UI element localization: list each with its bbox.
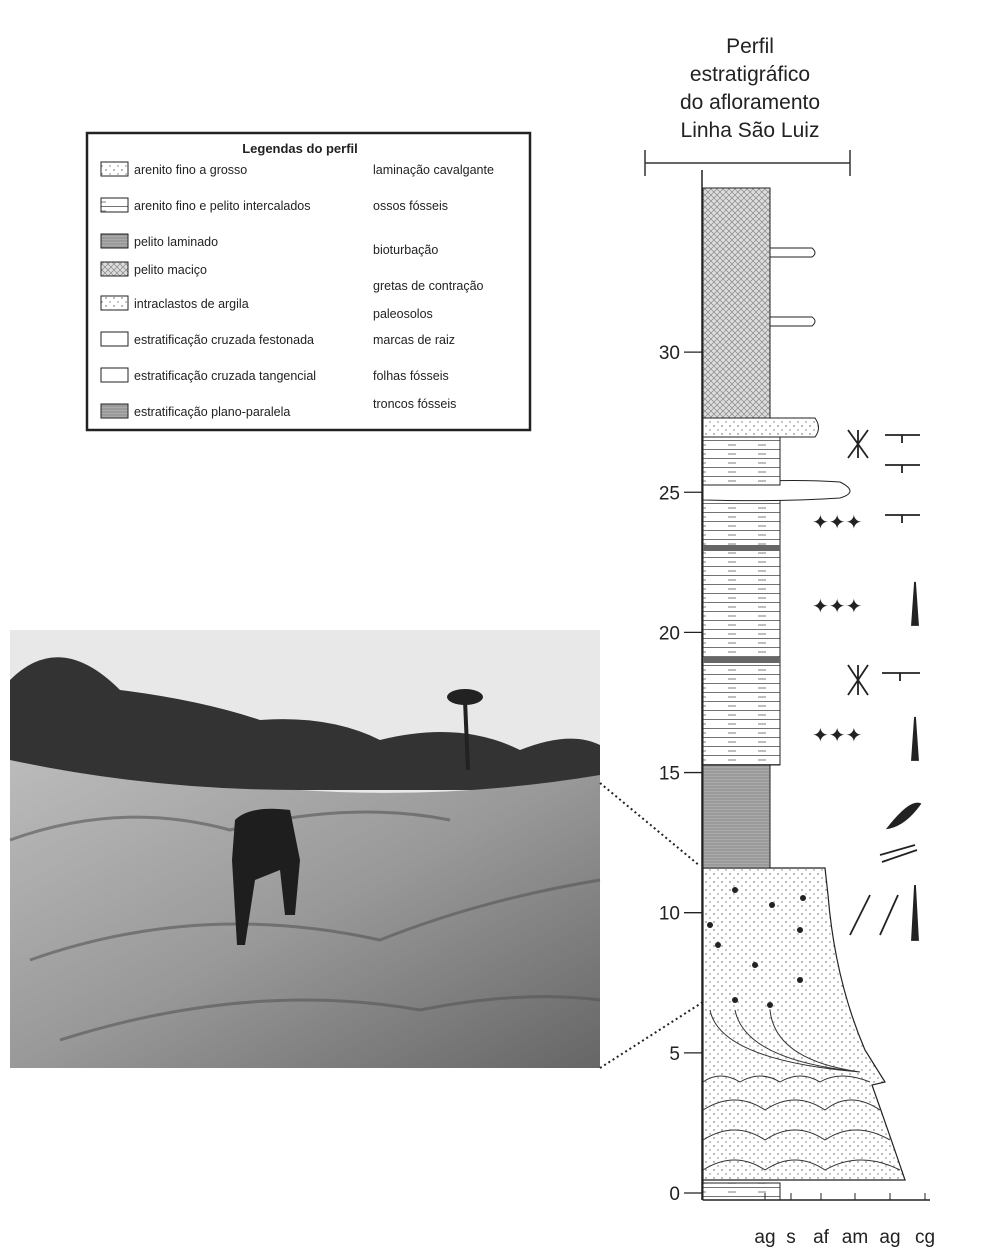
title-line: do afloramento (680, 91, 820, 114)
legend-swatch (101, 368, 128, 382)
legend-label: ossos fósseis (373, 199, 448, 213)
depth-label: 25 (659, 483, 680, 504)
depth-label: 20 (659, 623, 680, 644)
legend-swatch (101, 262, 128, 276)
paleosols: ✦✦✦ ✦✦✦ ✦✦✦ (812, 512, 862, 747)
depth-label: 5 (669, 1044, 680, 1065)
legend-label: estratificação cruzada festonada (134, 333, 314, 347)
legend-swatch (101, 162, 128, 176)
legend-label: pelito maciço (134, 263, 207, 277)
legend-label: folhas fósseis (373, 369, 449, 383)
depth-label: 0 (669, 1184, 680, 1205)
column (702, 170, 905, 1200)
legend-label: gretas de contração (373, 279, 484, 293)
photo (10, 630, 600, 1068)
grain-label: cg (915, 1227, 935, 1248)
title-line: Linha São Luiz (681, 119, 820, 142)
legend-swatch (101, 234, 128, 248)
grain-label: af (813, 1227, 830, 1248)
legend-swatch (101, 332, 128, 346)
legend-swatch (101, 404, 128, 418)
legend-label: arenito fino e pelito intercalados (134, 199, 311, 213)
legend-label: estratificação plano-paralela (134, 405, 290, 419)
grain-label: am (842, 1227, 868, 1248)
depth-label: 10 (659, 904, 680, 925)
svg-text:✦✦✦: ✦✦✦ (812, 596, 862, 618)
legend-label: pelito laminado (134, 235, 218, 249)
legend-label: troncos fósseis (373, 397, 456, 411)
legend-label: intraclastos de argila (134, 297, 249, 311)
legend-label: arenito fino a grosso (134, 163, 247, 177)
svg-text:✦✦✦: ✦✦✦ (812, 725, 862, 747)
legend-swatch (101, 198, 128, 212)
legend-title: Legendas do perfil (242, 141, 358, 156)
profile-title: Perfil estratigráfico do afloramento Linha … (680, 35, 820, 142)
grain-label: ag (754, 1227, 775, 1248)
grain-label: ag (879, 1227, 900, 1248)
depth-label: 30 (659, 343, 680, 364)
figure: Perfil estratigráfico do afloramento Linha … (0, 0, 992, 1253)
legend-label: bioturbação (373, 243, 438, 257)
legend-label: marcas de raiz (373, 333, 455, 347)
grain-label: s (786, 1227, 796, 1248)
photo-link (600, 783, 703, 1068)
title-line: Perfil (726, 35, 774, 58)
title-line: estratigráfico (690, 63, 810, 86)
svg-text:✦✦✦: ✦✦✦ (812, 512, 862, 534)
legend-label: paleosolos (373, 307, 433, 321)
symbols (848, 430, 920, 940)
depth-label: 15 (659, 764, 680, 785)
legend-label: laminação cavalgante (373, 163, 494, 177)
bracket (645, 150, 850, 176)
legend-label: estratificação cruzada tangencial (134, 369, 316, 383)
legend-swatch (101, 296, 128, 310)
